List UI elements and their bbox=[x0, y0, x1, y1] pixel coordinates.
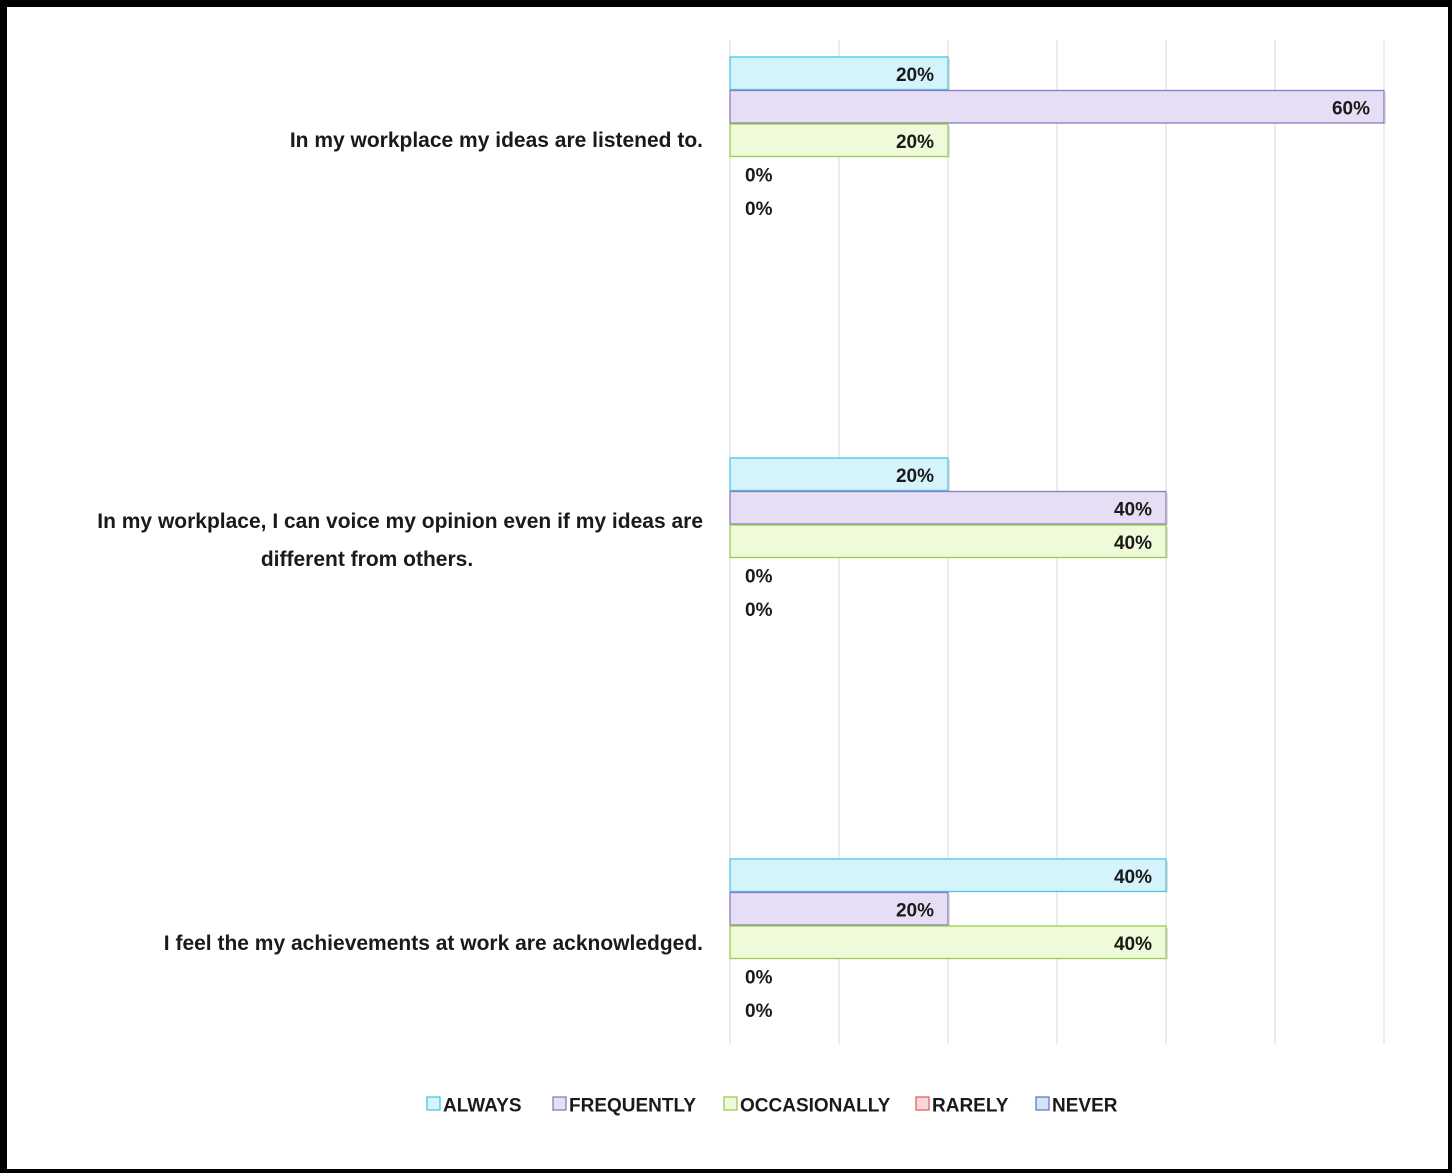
category-label-1: In my workplace my ideas are listened to… bbox=[290, 129, 703, 152]
data-label-frequently-2: 40% bbox=[1114, 499, 1152, 520]
legend-swatch-frequently bbox=[552, 1096, 567, 1111]
category-label-line: I feel the my achievements at work are a… bbox=[164, 932, 703, 955]
data-label-never-3: 0% bbox=[745, 1001, 773, 1022]
category-label-line: In my workplace, I can voice my opinion … bbox=[97, 510, 703, 533]
data-label-never-2: 0% bbox=[745, 600, 773, 621]
legend-swatch-always bbox=[426, 1096, 441, 1111]
legend-item-never: NEVER bbox=[1035, 1096, 1118, 1117]
data-label-frequently-1: 60% bbox=[1332, 98, 1370, 119]
bars bbox=[729, 56, 1386, 960]
data-labels: 20% 20% 40% 60% 40% 20% 20% 40% 40% 0% 0% 0% 0% 0% 0% bbox=[745, 65, 1370, 1022]
data-label-always-1: 20% bbox=[896, 65, 934, 86]
bar-always-2 bbox=[729, 457, 949, 492]
data-label-rarely-2: 0% bbox=[745, 566, 773, 587]
legend-swatch-never bbox=[1035, 1096, 1050, 1111]
bar-always-1 bbox=[729, 56, 949, 91]
data-label-occasionally-2: 40% bbox=[1114, 533, 1152, 554]
data-label-always-2: 20% bbox=[896, 466, 934, 487]
bar-shadow-always-3 bbox=[1166, 861, 1168, 893]
bar-occasionally-3 bbox=[729, 925, 1167, 960]
bar-frequently-3 bbox=[729, 891, 949, 926]
bar-shadow-always-2 bbox=[948, 460, 950, 492]
data-label-occasionally-3: 40% bbox=[1114, 934, 1152, 955]
legend-item-frequently: FREQUENTLY bbox=[552, 1096, 696, 1117]
bar-shadow-occasionally-2 bbox=[1166, 527, 1168, 559]
legend-item-always: ALWAYS bbox=[426, 1096, 522, 1117]
bar-occasionally-2 bbox=[729, 524, 1167, 559]
bar-shadow-frequently-2 bbox=[1166, 493, 1168, 525]
bar-always-3 bbox=[729, 858, 1167, 893]
data-label-never-1: 0% bbox=[745, 199, 773, 220]
bar-frequently-1 bbox=[729, 89, 1385, 124]
bar-shadow-always-1 bbox=[948, 59, 950, 91]
data-label-rarely-3: 0% bbox=[745, 967, 773, 988]
bar-shadow-occasionally-1 bbox=[948, 126, 950, 158]
legend-swatch-rarely bbox=[915, 1096, 930, 1111]
data-label-frequently-3: 20% bbox=[896, 900, 934, 921]
category-labels: In my workplace my ideas are listened to… bbox=[97, 129, 703, 955]
legend-label-never: NEVER bbox=[1052, 1096, 1118, 1117]
category-label-3: I feel the my achievements at work are a… bbox=[164, 932, 703, 955]
category-label-2: In my workplace, I can voice my opinion … bbox=[97, 510, 703, 571]
legend-label-always: ALWAYS bbox=[443, 1096, 522, 1117]
legend-label-rarely: RARELY bbox=[932, 1096, 1009, 1117]
legend-swatch-occasionally bbox=[723, 1096, 738, 1111]
legend-label-frequently: FREQUENTLY bbox=[569, 1096, 696, 1117]
legend-label-occasionally: OCCASIONALLY bbox=[740, 1096, 891, 1117]
bar-shadow-frequently-1 bbox=[1384, 92, 1386, 124]
category-label-line: different from others. bbox=[261, 548, 473, 571]
data-label-always-3: 40% bbox=[1114, 867, 1152, 888]
legend: ALWAYS FREQUENTLY OCCASIONALLY RARELY NEVER bbox=[426, 1096, 1118, 1117]
bar-shadow-frequently-3 bbox=[948, 894, 950, 926]
category-label-line: In my workplace my ideas are listened to… bbox=[290, 129, 703, 152]
legend-item-rarely: RARELY bbox=[915, 1096, 1009, 1117]
legend-item-occasionally: OCCASIONALLY bbox=[723, 1096, 891, 1117]
data-label-occasionally-1: 20% bbox=[896, 132, 934, 153]
bar-frequently-2 bbox=[729, 490, 1167, 525]
data-label-rarely-1: 0% bbox=[745, 165, 773, 186]
bar-shadow-occasionally-3 bbox=[1166, 928, 1168, 960]
bar-occasionally-1 bbox=[729, 123, 949, 158]
